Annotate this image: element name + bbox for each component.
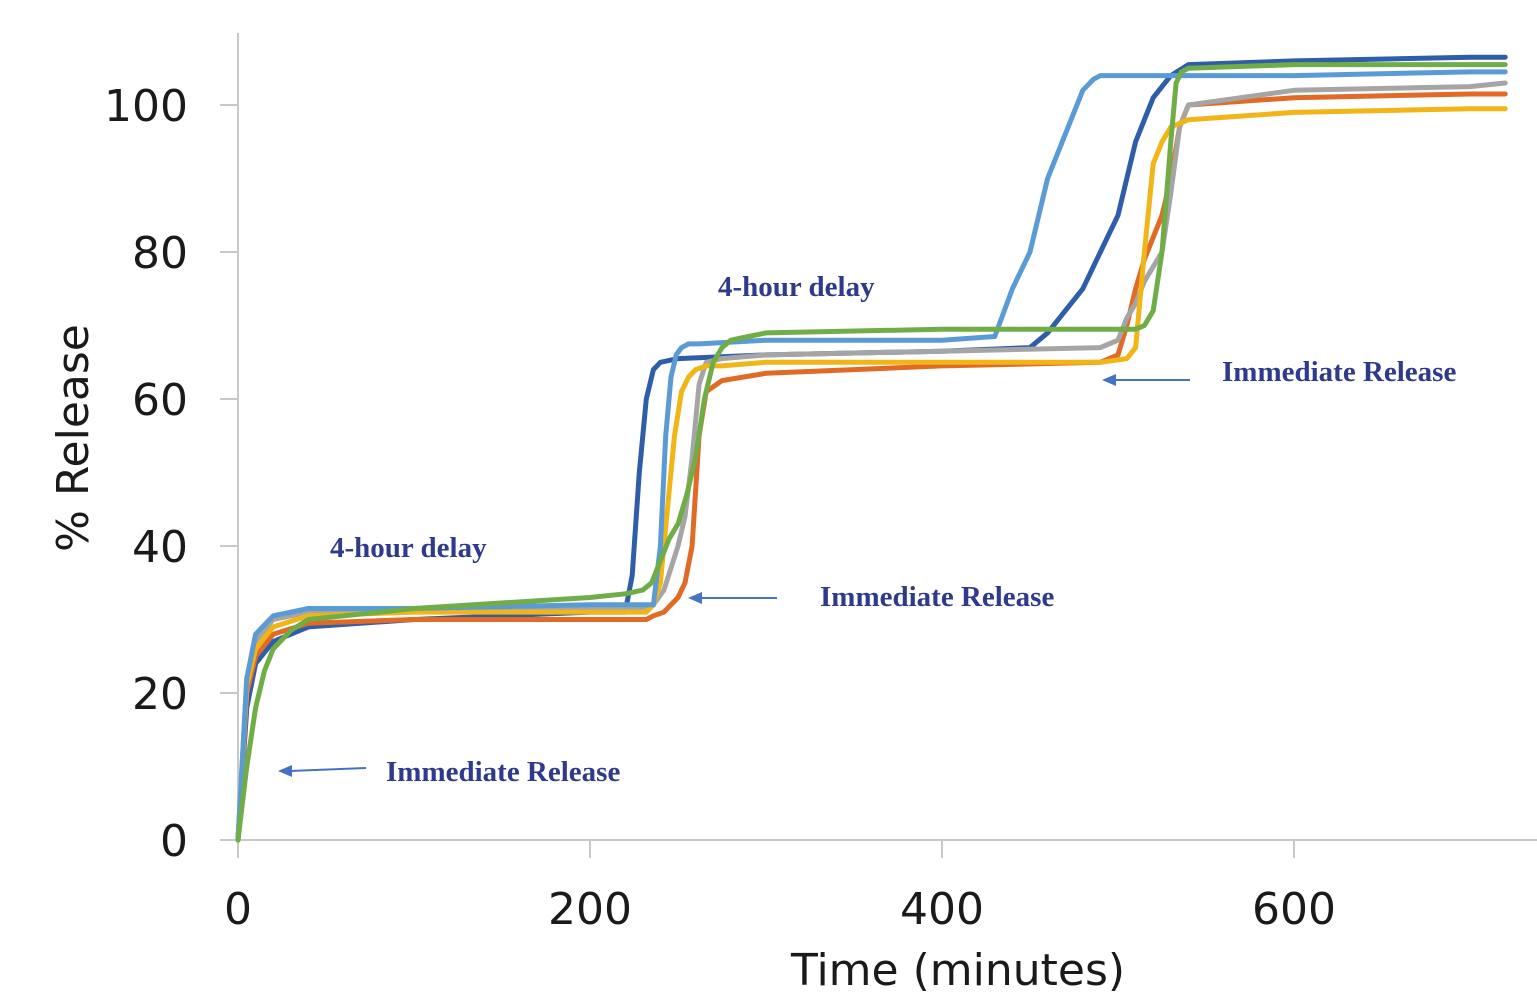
series-line-2 — [235, 91, 1508, 843]
annotation-delay-2: 4-hour delay — [718, 271, 875, 303]
tick-labels: 0 200 400 600 0 20 40 60 80 100 — [104, 81, 1336, 935]
y-tick-label: 40 — [132, 522, 188, 573]
x-tick-label: 200 — [548, 884, 632, 935]
y-tick-label: 0 — [160, 816, 188, 867]
arrowhead-3 — [1102, 374, 1116, 386]
axis-ticks — [220, 104, 1295, 858]
series-line-1 — [235, 54, 1508, 843]
annotation-immediate-3: Immediate Release — [1222, 356, 1456, 388]
arrowhead-2 — [688, 592, 702, 604]
x-tick-label: 0 — [224, 884, 252, 935]
series-line-4 — [235, 106, 1508, 843]
y-tick-label: 80 — [132, 228, 188, 279]
annotation-delay-1: 4-hour delay — [330, 532, 487, 564]
x-axis-title: Time (minutes) — [790, 945, 1125, 996]
y-tick-label: 100 — [104, 81, 188, 132]
series-line-3 — [235, 80, 1508, 843]
x-tick-label: 600 — [1252, 884, 1336, 935]
data-series — [235, 54, 1508, 843]
annotation-immediate-2: Immediate Release — [820, 581, 1054, 613]
arrow-line-1 — [289, 767, 367, 772]
y-tick-label: 60 — [132, 375, 188, 426]
annotation-arrows — [278, 374, 1190, 777]
annotation-immediate-1: Immediate Release — [386, 756, 620, 788]
series-line-5 — [235, 69, 1508, 843]
series-line-6 — [235, 62, 1508, 843]
y-axis-title: % Release — [48, 324, 99, 552]
arrowhead-1 — [278, 765, 292, 777]
x-tick-label: 400 — [900, 884, 984, 935]
y-tick-label: 20 — [132, 669, 188, 720]
